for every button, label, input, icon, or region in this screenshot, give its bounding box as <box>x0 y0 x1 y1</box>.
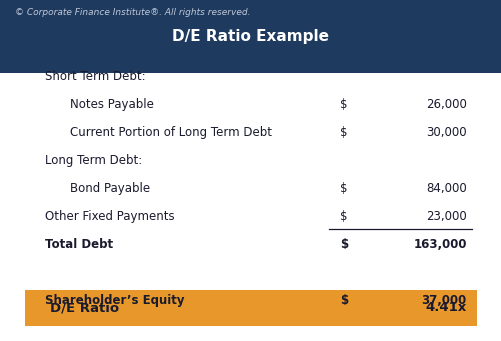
Text: Total Debt: Total Debt <box>45 238 113 251</box>
Text: Current Portion of Long Term Debt: Current Portion of Long Term Debt <box>70 126 272 139</box>
Text: 4.41x: 4.41x <box>425 301 466 314</box>
Text: D/E Ratio Example: D/E Ratio Example <box>172 29 329 44</box>
Text: $: $ <box>340 210 347 223</box>
Text: $: $ <box>339 238 347 251</box>
Text: 37,000: 37,000 <box>421 294 466 307</box>
Text: $: $ <box>340 126 347 139</box>
Text: $: $ <box>340 98 347 111</box>
Text: 30,000: 30,000 <box>425 126 466 139</box>
Text: Short Term Debt:: Short Term Debt: <box>45 70 145 83</box>
Text: Notes Payable: Notes Payable <box>70 98 154 111</box>
Text: Bond Payable: Bond Payable <box>70 182 150 195</box>
Bar <box>25 290 476 326</box>
Text: $: $ <box>339 294 347 307</box>
Text: Long Term Debt:: Long Term Debt: <box>45 154 142 167</box>
Text: © Corporate Finance Institute®. All rights reserved.: © Corporate Finance Institute®. All righ… <box>15 9 250 17</box>
Text: Other Fixed Payments: Other Fixed Payments <box>45 210 174 223</box>
Text: 23,000: 23,000 <box>425 210 466 223</box>
Text: 84,000: 84,000 <box>425 182 466 195</box>
Text: 26,000: 26,000 <box>425 98 466 111</box>
Text: 163,000: 163,000 <box>412 238 466 251</box>
Bar <box>0 0 501 73</box>
Text: Shareholder’s Equity: Shareholder’s Equity <box>45 294 184 307</box>
Text: $: $ <box>340 182 347 195</box>
Text: D/E Ratio: D/E Ratio <box>50 301 119 314</box>
